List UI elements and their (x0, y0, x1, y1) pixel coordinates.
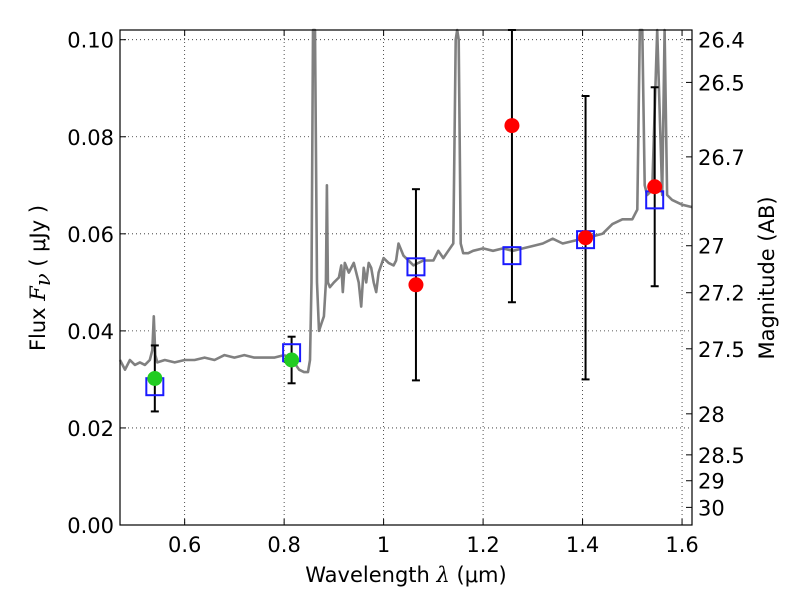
x-tick-label: 1.2 (466, 533, 499, 557)
observed-photometry-point (647, 179, 663, 195)
right-tick-label: 26.5 (698, 71, 745, 95)
right-tick-label: 28 (698, 403, 725, 427)
observed-photometry-point (504, 118, 520, 134)
grid (120, 30, 692, 526)
y-tick-label: 0.06 (67, 223, 114, 247)
x-axis-label: Wavelength λ (μm) (305, 563, 506, 587)
y-tick-label: 0.08 (67, 126, 114, 150)
x-tick-label: 0.8 (267, 533, 300, 557)
right-tick-label: 27.5 (698, 338, 745, 362)
y-tick-label: 0.10 (67, 29, 114, 53)
x-tick-label: 1.6 (665, 533, 698, 557)
right-tick-label: 30 (698, 496, 725, 520)
x-tick-label: 0.6 (168, 533, 201, 557)
y-tick-label: 0.04 (67, 320, 114, 344)
observed-photometry-point (284, 352, 300, 368)
observed-photometry-markers (147, 118, 663, 386)
right-tick-label: 26.4 (698, 29, 745, 53)
y-tick-label: 0.00 (67, 514, 114, 538)
right-tick-label: 27 (698, 235, 725, 259)
model-spectrum (118, 28, 693, 374)
axis-ticks: 0.6 0.8 1 1.2 1.4 1.6 0.00 0.02 0.04 0.06 0.08 0.10… (67, 29, 745, 557)
right-tick-label: 28.5 (698, 444, 745, 468)
spectrum-line (118, 28, 693, 374)
y-tick-label: 0.02 (67, 417, 114, 441)
observed-photometry-point (578, 230, 594, 246)
observed-photometry-point (147, 370, 163, 386)
model-photometry-point (406, 257, 426, 277)
right-axis-label: Magnitude (AB) (755, 196, 779, 359)
right-tick-label: 27.2 (698, 282, 745, 306)
model-photometry-point (502, 246, 522, 266)
observed-photometry-point (408, 277, 424, 293)
right-tick-label: 29 (698, 470, 725, 494)
y-axis-label: Flux Fν ( μJy ) (26, 205, 55, 351)
x-tick-label: 1 (377, 533, 390, 557)
right-tick-label: 26.7 (698, 146, 745, 170)
plot-frame (119, 29, 693, 526)
x-tick-label: 1.4 (566, 533, 599, 557)
